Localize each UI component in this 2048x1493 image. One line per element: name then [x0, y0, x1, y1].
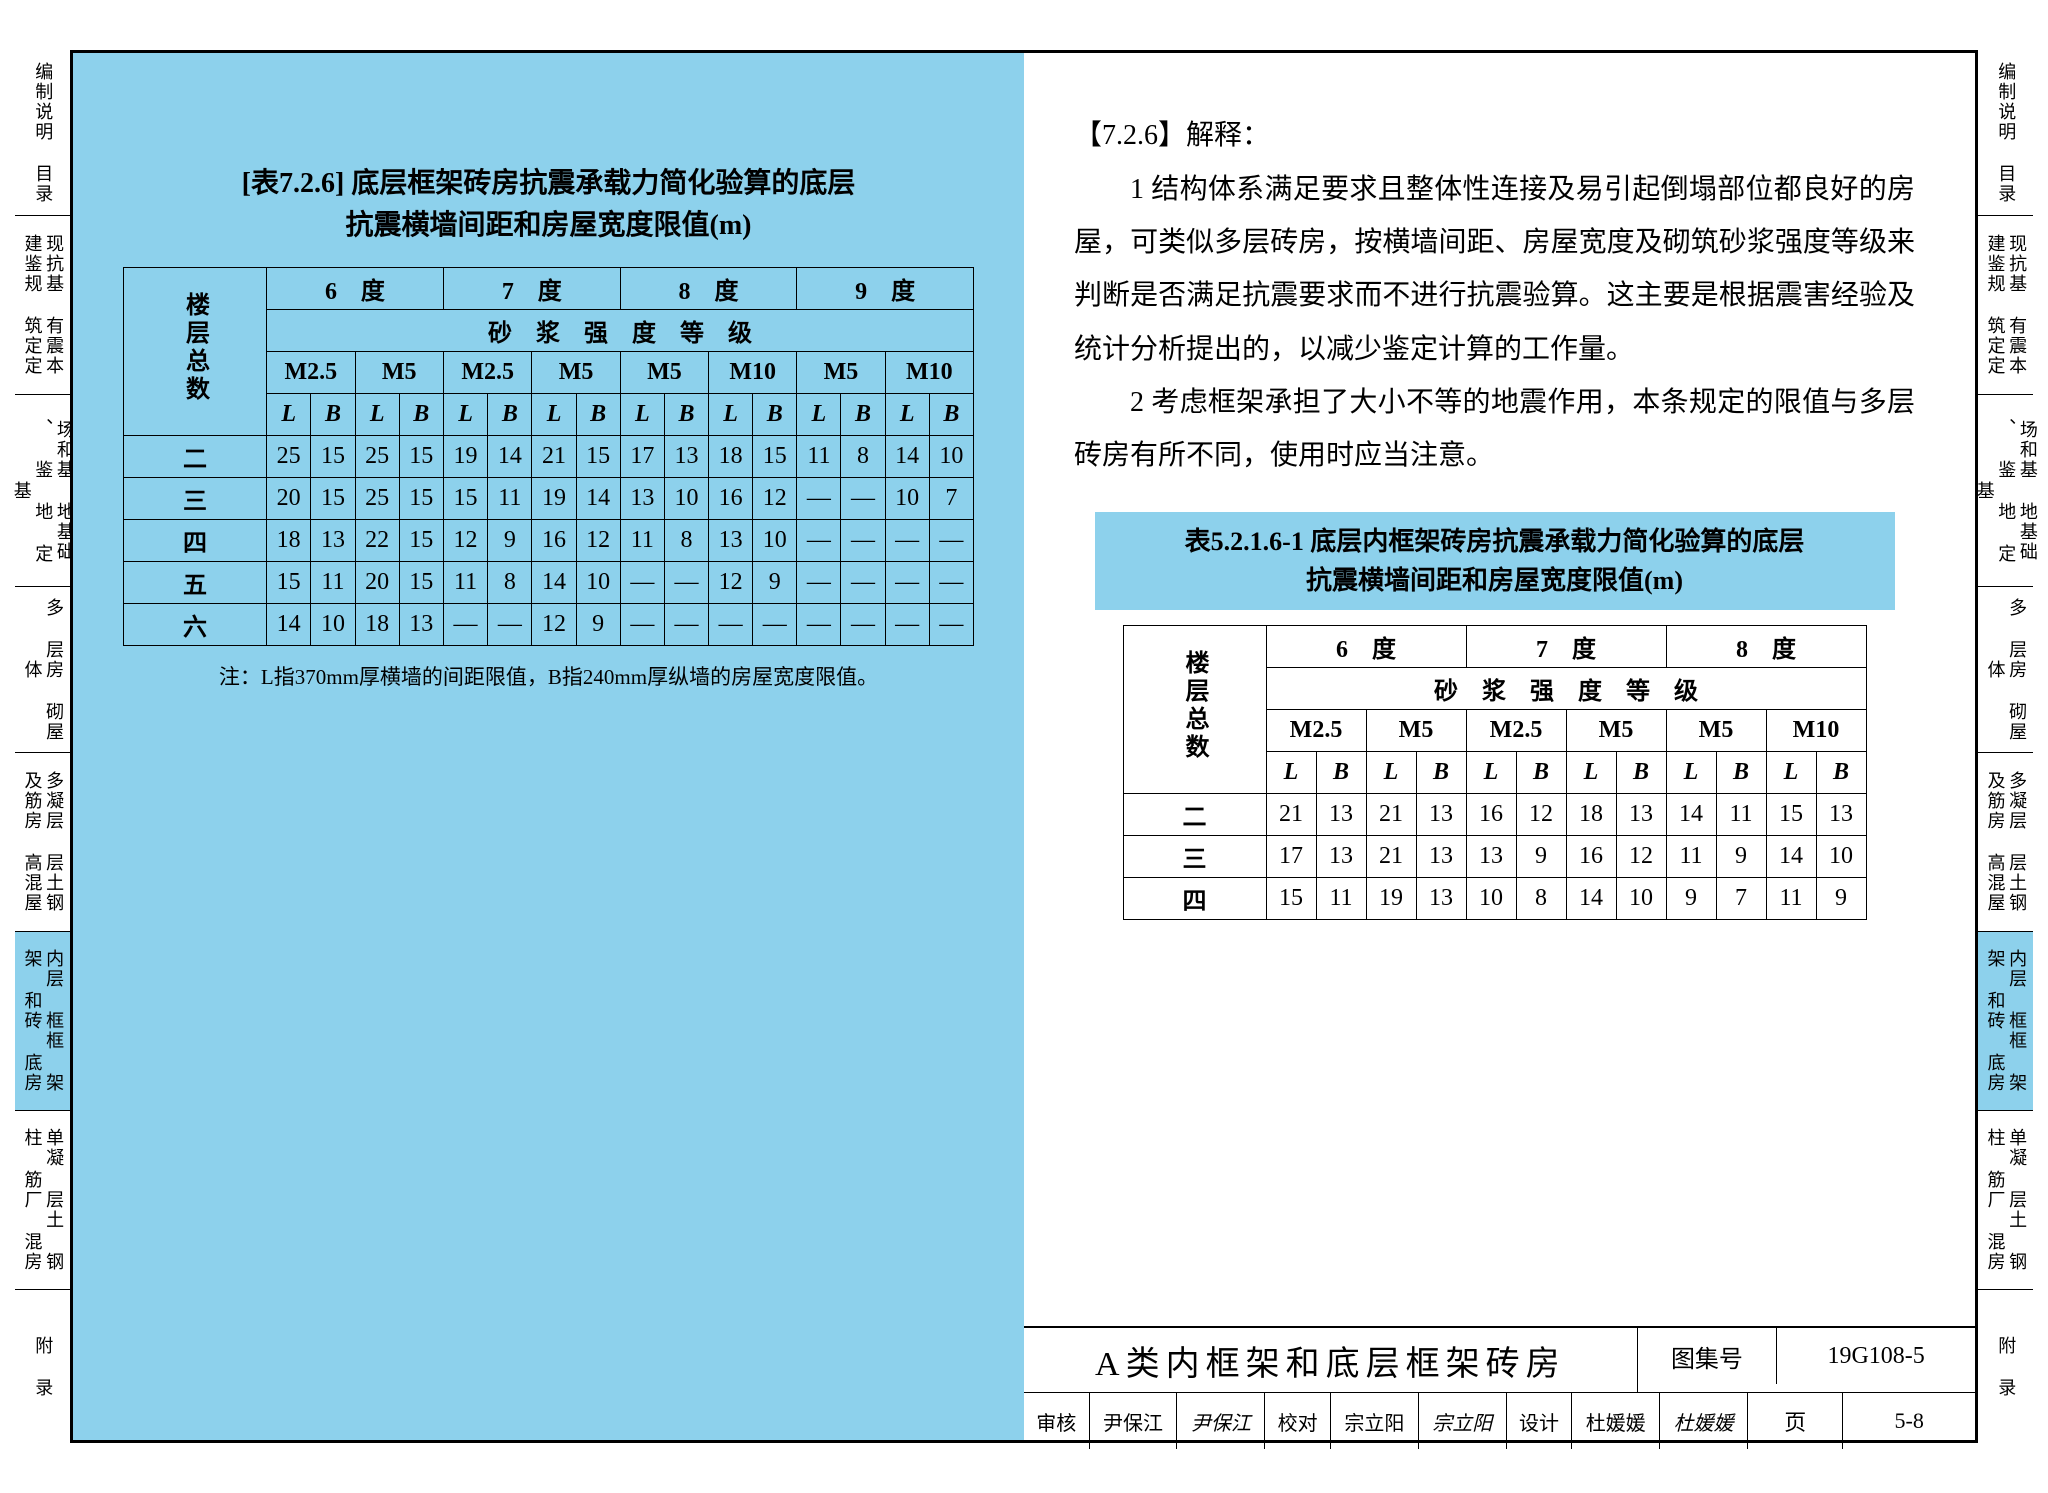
side-tab: 场和基 地基础 、 鉴 地 定 基: [15, 395, 70, 586]
left-panel: [表7.2.6] 底层框架砖房抗震承载力简化验算的底层 抗震横墙间距和房屋宽度限…: [73, 53, 1024, 1440]
side-tab: 附 录: [1978, 1290, 2033, 1443]
side-tab: 现抗基 有震本 建鉴规 筑定定: [1978, 216, 2033, 395]
side-tab: 多 层房 砌屋 体: [1978, 587, 2033, 753]
footer: A类内框架和底层框架砖房 图集号 19G108-5 审核尹保江尹保江校对宗立阳宗…: [1024, 1326, 1975, 1440]
side-tabs-right: 编制说明 目录现抗基 有震本 建鉴规 筑定定场和基 地基础 、 鉴 地 定 基多…: [1978, 50, 2033, 1443]
side-tab: 多凝层 层土钢 及筋房 高混屋: [15, 753, 70, 932]
table1-title: [表7.2.6] 底层框架砖房抗震承载力简化验算的底层 抗震横墙间距和房屋宽度限…: [123, 163, 974, 247]
side-tab: 单凝 层土 钢柱 筋厂 混房: [15, 1111, 70, 1290]
side-tab: 多 层房 砌屋 体: [15, 587, 70, 753]
atlas-number: 19G108-5: [1777, 1328, 1975, 1384]
atlas-label: 图集号: [1638, 1328, 1778, 1384]
explanation-body: 1 结构体系满足要求且整体性连接及易引起倒塌部位都良好的房屋，可类似多层砖房，按…: [1074, 163, 1915, 482]
side-tab: 内层 框框 架架 和砖 底房: [1978, 932, 2033, 1111]
table2: 楼层总数6 度7 度8 度砂 浆 强 度 等 级M2.5M5M2.5M5M5M1…: [1123, 625, 1867, 920]
side-tabs-left: 编制说明 目录现抗基 有震本 建鉴规 筑定定场和基 地基础 、 鉴 地 定 基多…: [15, 50, 70, 1443]
explanation-p1: 1 结构体系满足要求且整体性连接及易引起倒塌部位都良好的房屋，可类似多层砖房，按…: [1074, 163, 1915, 376]
side-tab: 现抗基 有震本 建鉴规 筑定定: [15, 216, 70, 395]
side-tab: 编制说明 目录: [1978, 50, 2033, 216]
side-tab: 单凝 层土 钢柱 筋厂 混房: [1978, 1111, 2033, 1290]
footer-title: A类内框架和底层框架砖房: [1024, 1328, 1638, 1392]
side-tab: 编制说明 目录: [15, 50, 70, 216]
side-tab: 场和基 地基础 、 鉴 地 定 基: [1978, 395, 2033, 586]
side-tab: 附 录: [15, 1290, 70, 1443]
table2-title: 表5.2.1.6-1 底层内框架砖房抗震承载力简化验算的底层 抗震横墙间距和房屋…: [1095, 512, 1895, 610]
side-tab: 内层 框框 架架 和砖 底房: [15, 932, 70, 1111]
right-panel: 【7.2.6】解释： 1 结构体系满足要求且整体性连接及易引起倒塌部位都良好的房…: [1024, 53, 1975, 1440]
main-content: [表7.2.6] 底层框架砖房抗震承载力简化验算的底层 抗震横墙间距和房屋宽度限…: [73, 53, 1975, 1440]
table1: 楼层总数6 度7 度8 度9 度砂 浆 强 度 等 级M2.5M5M2.5M5M…: [123, 267, 974, 646]
side-tab: 多凝层 层土钢 及筋房 高混屋: [1978, 753, 2033, 932]
page-root: 编制说明 目录现抗基 有震本 建鉴规 筑定定场和基 地基础 、 鉴 地 定 基多…: [0, 0, 2048, 1493]
table1-note: 注：L指370mm厚横墙的间距限值，B指240mm厚纵墙的房屋宽度限值。: [123, 661, 974, 691]
explanation-head: 【7.2.6】解释：: [1074, 113, 1915, 153]
explanation-p2: 2 考虑框架承担了大小不等的地震作用，本条规定的限值与多层砖房有所不同，使用时应…: [1074, 376, 1915, 482]
